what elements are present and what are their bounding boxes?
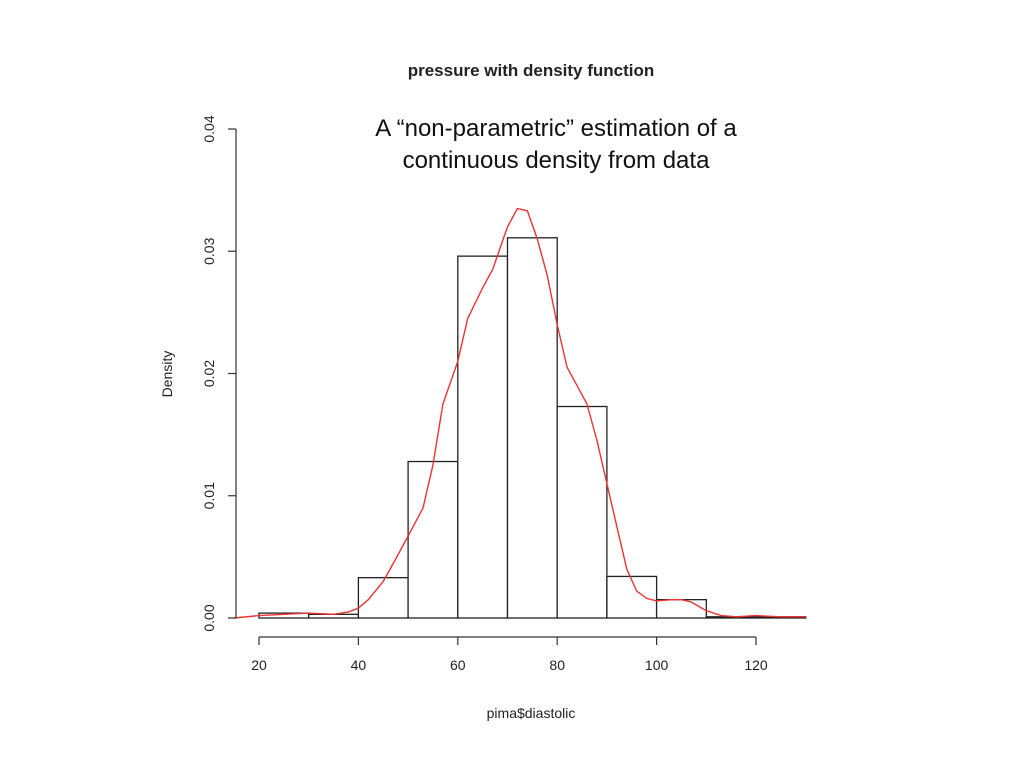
histogram-bars (258, 237, 807, 619)
histogram-bar-4 (457, 255, 509, 619)
x-tick-label-3: 80 (549, 657, 565, 673)
annotation-line-1: A “non-parametric” estimation of a (375, 115, 737, 142)
x-tick-label-5: 120 (744, 657, 768, 673)
y-tick-label-1: 0.01 (201, 482, 217, 509)
y-tick-label-2: 0.02 (201, 360, 217, 387)
chart-title: pressure with density function (408, 61, 655, 80)
annotation-line-2: continuous density from data (403, 147, 710, 174)
x-tick-label-0: 20 (251, 657, 267, 673)
y-axis-label: Density (159, 351, 175, 398)
histogram-bar-6 (556, 405, 608, 619)
x-axis-label: pima$diastolic (487, 705, 576, 721)
histogram-bar-3 (407, 460, 459, 619)
y-axis: 0.00 0.01 0.02 0.03 0.04 (201, 115, 237, 632)
x-tick-label-4: 100 (645, 657, 669, 673)
y-tick-label-3: 0.03 (201, 237, 217, 264)
histogram-bar-7 (606, 575, 658, 619)
histogram-bar-2 (357, 577, 409, 619)
y-tick-label-0: 0.00 (201, 604, 217, 631)
density-curve (234, 207, 806, 619)
histogram-bar-8 (655, 599, 707, 619)
histogram-bar-5 (506, 237, 558, 619)
x-axis: 20 40 60 80 100 120 (251, 636, 768, 673)
x-tick-label-1: 40 (351, 657, 367, 673)
x-tick-label-2: 60 (450, 657, 466, 673)
y-tick-label-4: 0.04 (201, 115, 217, 142)
